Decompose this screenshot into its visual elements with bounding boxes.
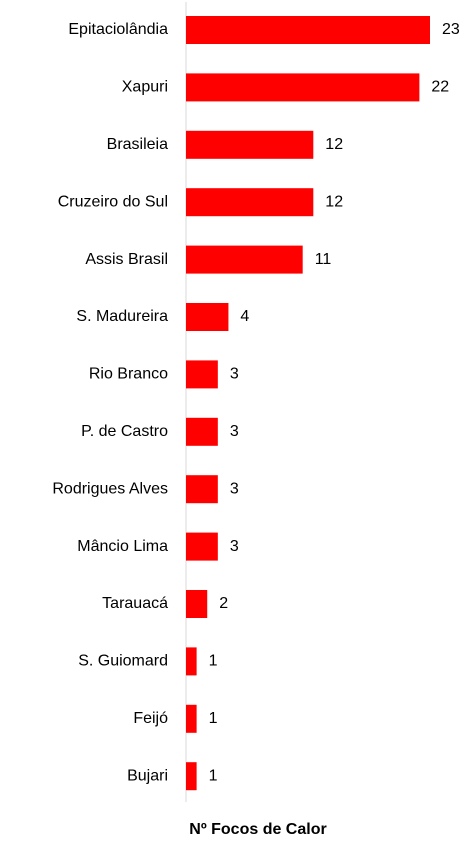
value-label: 12 [325,136,343,153]
value-label: 3 [230,366,239,383]
category-label: Rio Branco [89,366,168,383]
bar [186,245,303,274]
value-label: 3 [230,480,239,497]
value-label: 1 [209,710,218,727]
bar [186,417,218,446]
category-label: Assis Brasil [85,251,168,268]
category-label: Mâncio Lima [77,538,168,555]
category-label: Brasileia [107,136,168,153]
category-label: Xapuri [122,79,168,96]
category-label: Cruzeiro do Sul [58,193,168,210]
value-label: 11 [315,251,332,268]
value-label: 1 [209,653,218,670]
category-label: S. Madureira [76,308,168,325]
category-label: Rodrigues Alves [52,480,168,497]
category-label: S. Guiomard [78,653,168,670]
bar [186,360,218,389]
category-label: Feijó [133,710,168,727]
bar [186,130,314,159]
value-label: 1 [209,767,218,784]
value-label: 4 [240,308,249,325]
bar [186,188,314,217]
bar [186,16,430,44]
bar [186,475,218,504]
value-label: 12 [325,193,343,210]
bar [186,590,208,618]
bar [186,73,420,102]
value-label: 23 [442,21,460,38]
bar [186,532,218,561]
category-label: P. de Castro [81,423,168,440]
category-label: Epitaciolândia [68,21,168,38]
value-label: 3 [230,423,239,440]
category-label: Bujari [127,767,168,784]
value-label: 3 [230,538,239,555]
bar [186,762,197,791]
category-label: Tarauacá [102,595,168,612]
x-axis-label: Nº Focos de Calor [189,821,326,838]
value-label: 2 [219,595,228,612]
bar [186,647,197,676]
value-label: 22 [431,79,449,96]
bar [186,704,197,733]
bar [186,303,229,331]
